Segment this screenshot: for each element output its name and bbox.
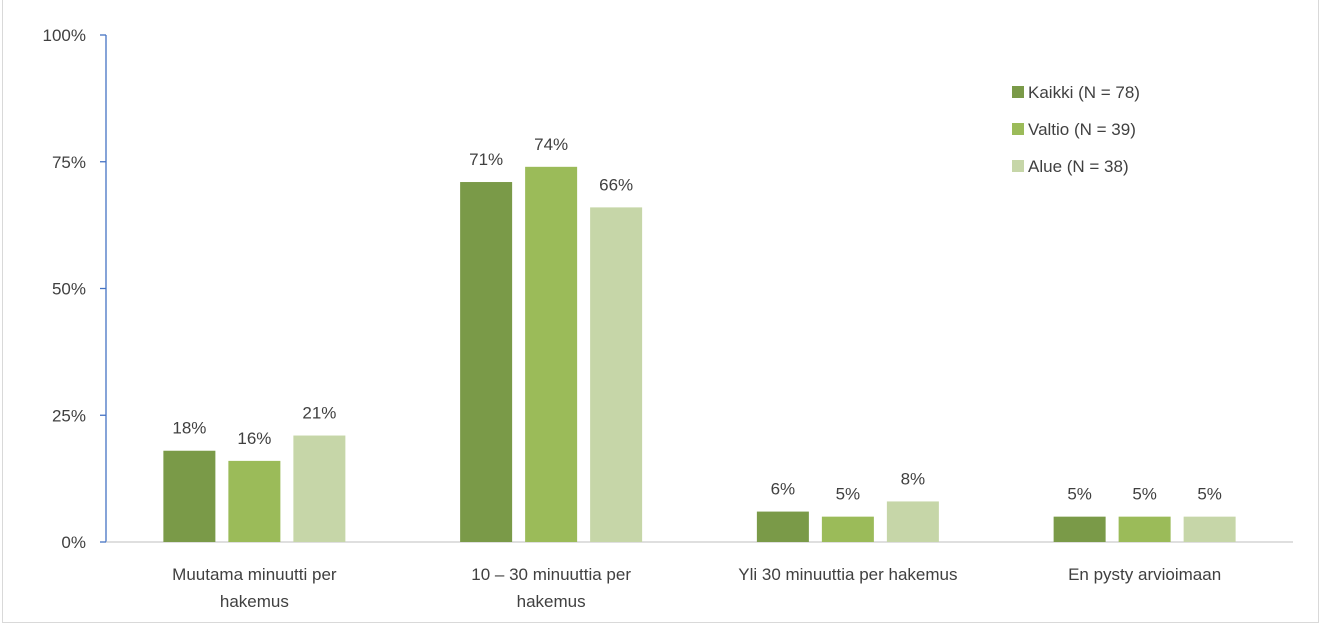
bar (460, 182, 513, 542)
bar (163, 450, 216, 542)
bar (821, 516, 874, 542)
data-label: 5% (1132, 485, 1157, 504)
legend-swatch (1012, 86, 1024, 98)
bar (1118, 516, 1171, 542)
bar (293, 435, 346, 542)
bar (886, 501, 939, 542)
bar (1053, 516, 1106, 542)
bar (228, 460, 281, 542)
legend: Kaikki (N = 78) Valtio (N = 39) Alue (N = … (1012, 83, 1140, 176)
legend-label: Kaikki (N = 78) (1028, 83, 1140, 102)
data-label: 6% (771, 480, 796, 499)
y-tick-label: 25% (52, 406, 86, 425)
data-label: 5% (836, 485, 861, 504)
data-label: 21% (302, 404, 336, 423)
legend-label: Valtio (N = 39) (1028, 120, 1136, 139)
y-axis: 0% 25% 50% 75% 100% (43, 26, 107, 552)
x-axis: Muutama minuutti per hakemus 10 – 30 minuu… (106, 541, 1293, 611)
data-label: 5% (1067, 485, 1092, 504)
data-label: 66% (599, 175, 633, 194)
data-label: 16% (237, 429, 271, 448)
x-tick-label: 10 – 30 minuuttia per hakemus (471, 565, 631, 611)
y-tick-label: 75% (52, 153, 86, 172)
x-tick-label: En pysty arvioimaan (1068, 565, 1221, 584)
y-tick-label: 0% (61, 533, 86, 552)
legend-label: Alue (N = 38) (1028, 157, 1129, 176)
legend-swatch (1012, 123, 1024, 135)
x-tick-label: Muutama minuutti per hakemus (172, 565, 337, 611)
bar (590, 207, 643, 542)
x-tick-label: Yli 30 minuuttia per hakemus (738, 565, 957, 584)
data-label: 74% (534, 135, 568, 154)
bar (525, 166, 578, 542)
bar (756, 511, 809, 542)
data-label: 8% (901, 469, 926, 488)
data-label: 18% (172, 419, 206, 438)
bar (1183, 516, 1236, 542)
bars-layer: 18% 16% 21% 71% 74% 66% 6% 5% 8% 5% 5% 5% (163, 135, 1236, 542)
y-tick-label: 50% (52, 280, 86, 299)
data-label: 71% (469, 150, 503, 169)
legend-swatch (1012, 160, 1024, 172)
data-label: 5% (1197, 485, 1222, 504)
y-tick-label: 100% (43, 26, 86, 45)
